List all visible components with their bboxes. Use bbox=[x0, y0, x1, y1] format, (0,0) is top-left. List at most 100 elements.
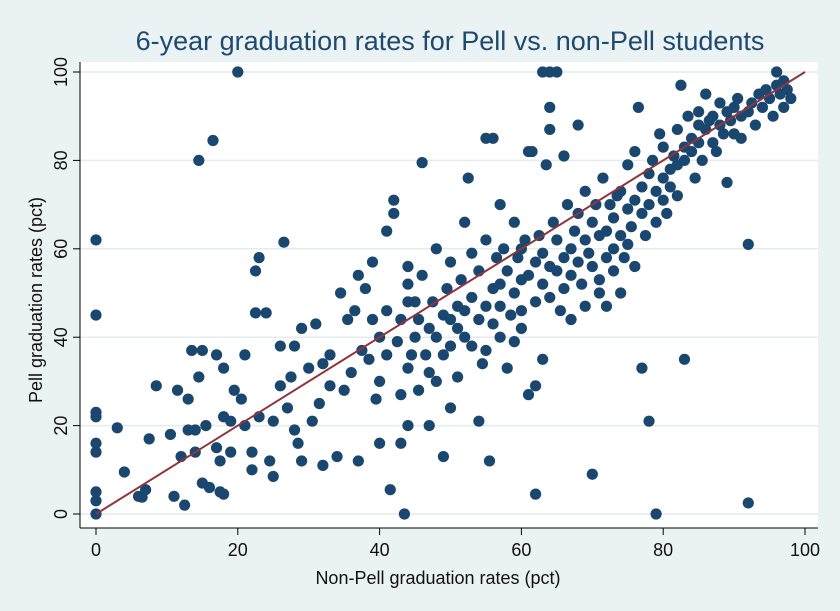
data-point bbox=[646, 154, 659, 166]
data-point bbox=[306, 415, 318, 427]
data-point bbox=[735, 132, 747, 144]
data-point bbox=[366, 256, 379, 268]
data-point bbox=[480, 234, 492, 246]
data-point bbox=[664, 181, 676, 193]
data-point bbox=[728, 101, 740, 113]
data-point bbox=[671, 190, 683, 202]
data-point bbox=[210, 442, 223, 454]
x-tick-label: 40 bbox=[370, 540, 390, 560]
data-point bbox=[473, 313, 485, 326]
data-point bbox=[335, 287, 347, 299]
data-point bbox=[451, 322, 464, 334]
data-point bbox=[508, 336, 520, 348]
data-point bbox=[650, 508, 662, 520]
data-point bbox=[593, 287, 605, 299]
data-point bbox=[643, 199, 655, 211]
y-tick-label: 100 bbox=[51, 57, 71, 87]
data-point bbox=[466, 340, 478, 352]
data-point bbox=[313, 397, 325, 410]
data-point bbox=[342, 313, 354, 326]
reference-line-segment bbox=[95, 71, 806, 515]
data-point bbox=[558, 282, 570, 295]
data-point bbox=[430, 375, 442, 387]
data-point bbox=[196, 344, 208, 357]
data-point bbox=[416, 269, 428, 281]
data-point bbox=[189, 424, 201, 436]
data-point bbox=[540, 159, 552, 171]
data-point bbox=[742, 238, 754, 250]
data-point bbox=[459, 305, 471, 317]
data-point bbox=[476, 358, 489, 370]
data-point bbox=[537, 353, 549, 365]
data-point bbox=[615, 229, 627, 242]
data-point bbox=[561, 199, 574, 211]
data-point bbox=[501, 362, 513, 374]
data-point bbox=[515, 322, 528, 334]
data-point bbox=[235, 393, 247, 405]
data-point bbox=[586, 468, 598, 480]
data-point bbox=[650, 216, 662, 228]
data-point bbox=[430, 331, 442, 343]
data-point bbox=[381, 225, 393, 237]
data-point bbox=[203, 481, 216, 494]
data-point bbox=[420, 349, 432, 361]
data-point bbox=[292, 437, 304, 449]
data-point bbox=[515, 305, 528, 317]
data-point bbox=[593, 274, 605, 286]
data-point bbox=[384, 484, 396, 496]
data-point bbox=[207, 134, 219, 147]
data-point bbox=[391, 336, 403, 348]
data-point bbox=[90, 437, 102, 449]
data-point bbox=[303, 362, 315, 374]
data-point bbox=[473, 415, 485, 427]
data-point bbox=[678, 154, 691, 166]
data-point bbox=[171, 384, 184, 396]
data-point bbox=[554, 305, 566, 317]
data-point bbox=[522, 389, 535, 401]
data-point bbox=[90, 446, 102, 458]
data-point bbox=[600, 300, 613, 312]
data-point bbox=[412, 313, 425, 326]
data-point bbox=[370, 393, 382, 405]
data-point bbox=[288, 424, 301, 436]
data-point bbox=[572, 256, 584, 268]
data-point bbox=[466, 247, 478, 259]
data-point bbox=[508, 287, 520, 299]
data-point bbox=[707, 110, 719, 122]
data-point bbox=[756, 101, 769, 113]
data-point bbox=[267, 470, 279, 483]
data-point bbox=[625, 221, 637, 233]
data-point bbox=[111, 422, 123, 434]
y-tick-label: 60 bbox=[51, 239, 71, 259]
y-axis-label: Pell graduation rates (pct) bbox=[26, 197, 46, 403]
data-point bbox=[707, 137, 719, 149]
data-point bbox=[749, 119, 761, 131]
data-point bbox=[388, 207, 400, 220]
data-point bbox=[565, 313, 577, 326]
data-point bbox=[501, 265, 513, 277]
data-point bbox=[381, 305, 393, 317]
data-point bbox=[551, 66, 563, 78]
data-point bbox=[522, 269, 535, 281]
data-point bbox=[459, 216, 471, 228]
data-point bbox=[480, 300, 492, 312]
y-tick-label: 0 bbox=[51, 509, 71, 519]
data-point bbox=[505, 309, 517, 321]
data-point bbox=[693, 106, 705, 118]
data-point bbox=[685, 145, 698, 158]
data-point bbox=[405, 349, 418, 361]
data-point bbox=[200, 420, 212, 432]
data-point bbox=[352, 455, 364, 467]
data-point bbox=[597, 172, 609, 184]
data-point bbox=[249, 265, 262, 277]
data-point bbox=[636, 362, 648, 374]
data-point bbox=[444, 402, 457, 414]
data-point bbox=[296, 455, 308, 467]
data-point bbox=[551, 234, 563, 246]
data-point bbox=[622, 159, 634, 171]
data-point bbox=[423, 420, 435, 432]
y-tick-label: 40 bbox=[51, 327, 71, 347]
data-point bbox=[228, 384, 240, 396]
data-point bbox=[225, 415, 237, 427]
data-point bbox=[529, 488, 542, 500]
